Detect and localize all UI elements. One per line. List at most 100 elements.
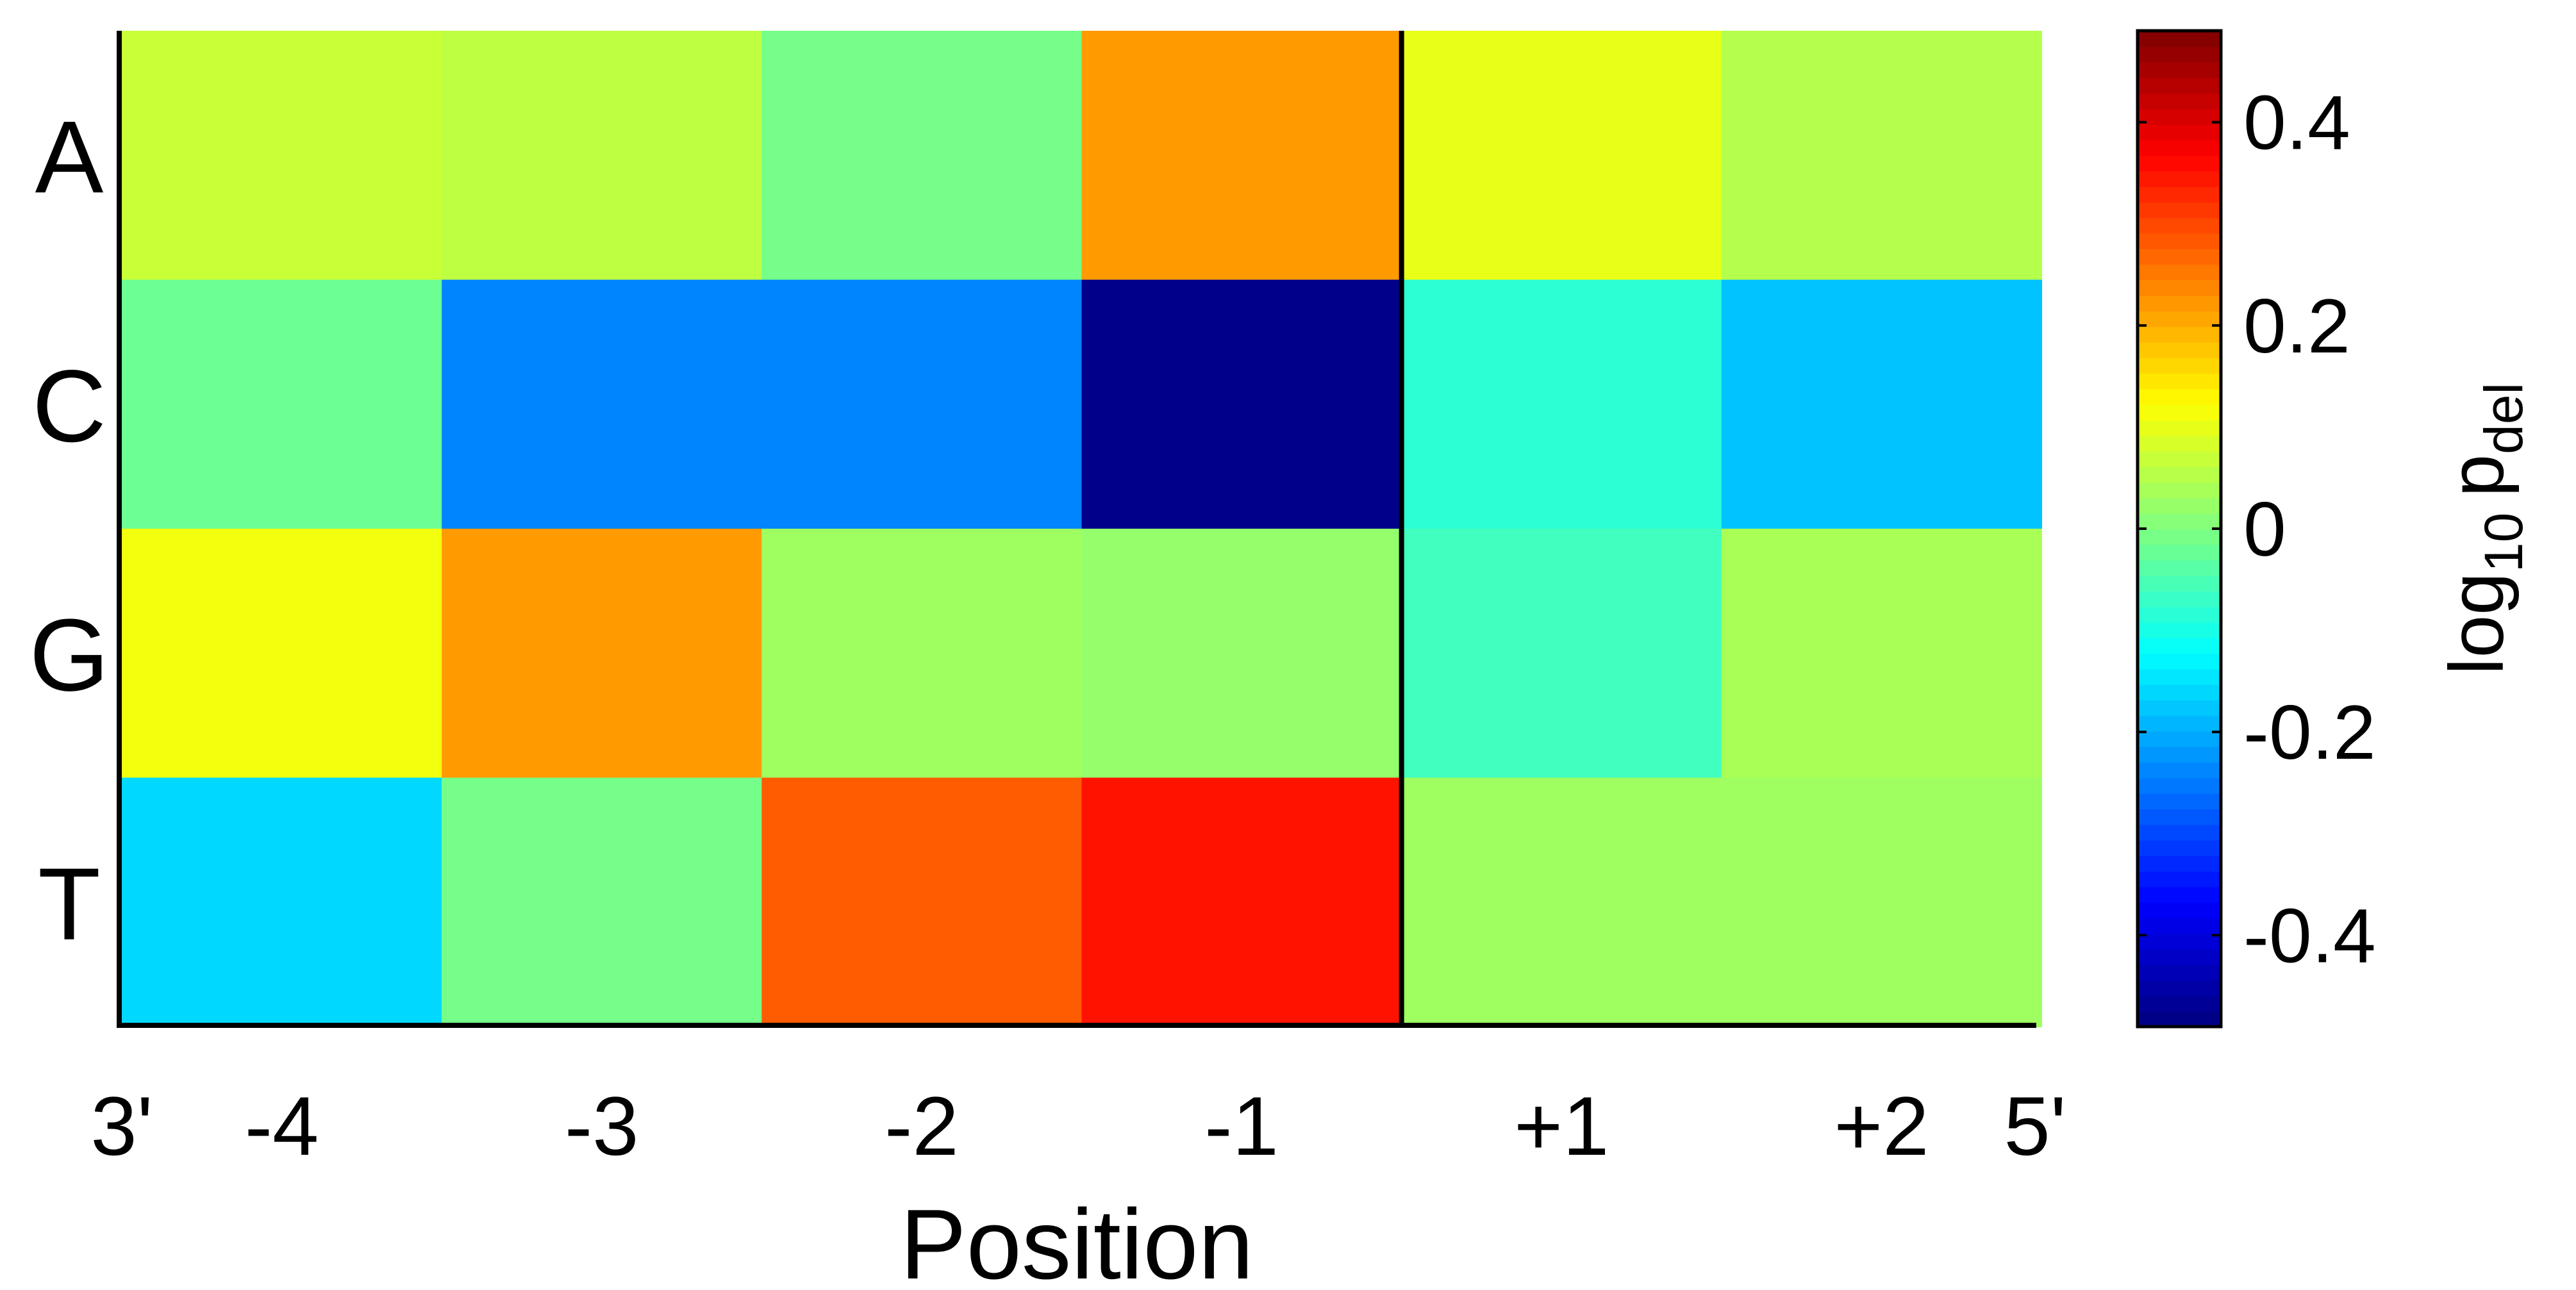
colorbar-tick-label: -0.2 bbox=[2243, 690, 2376, 775]
x-tick-label: -2 bbox=[885, 1079, 959, 1173]
colorbar-tick-label: 0.4 bbox=[2243, 80, 2350, 166]
colorbar-strip bbox=[2138, 77, 2221, 94]
x-end-label-right: 5' bbox=[2004, 1079, 2066, 1173]
heatmap-cell-G-6 bbox=[1721, 529, 2042, 779]
colorbar-strip bbox=[2138, 591, 2221, 608]
colorbar-strip bbox=[2138, 233, 2221, 249]
heatmap-cell-T-4 bbox=[1081, 777, 1402, 1027]
colorbar-strip bbox=[2138, 793, 2221, 810]
y-tick-label-C: C bbox=[32, 349, 106, 463]
heatmap-cell-T-6 bbox=[1721, 777, 2042, 1027]
x-tick-label: +2 bbox=[1834, 1079, 1929, 1173]
colorbar-strip bbox=[2138, 295, 2221, 312]
colorbar-label: log10 pdel bbox=[2434, 383, 2534, 675]
colorbar-strip bbox=[2138, 373, 2221, 390]
x-axis-title: Position bbox=[900, 1189, 1253, 1290]
colorbar-strip bbox=[2138, 264, 2221, 281]
colorbar-tick-label: 0 bbox=[2243, 486, 2286, 572]
x-tick-label: +1 bbox=[1514, 1079, 1609, 1173]
colorbar-strip bbox=[2138, 202, 2221, 219]
heatmap-cell-A-1 bbox=[122, 31, 443, 281]
colorbar-strip bbox=[2138, 326, 2221, 343]
y-tick-label-A: A bbox=[35, 99, 104, 214]
colorbar-strip bbox=[2138, 1011, 2221, 1027]
colorbar-strip bbox=[2138, 62, 2221, 78]
colorbar-strip bbox=[2138, 653, 2221, 670]
heatmap-cell-T-5 bbox=[1401, 777, 1722, 1027]
colorbar-strip bbox=[2138, 637, 2221, 654]
colorbar-strip bbox=[2138, 871, 2221, 888]
heatmap-cell-C-4 bbox=[1081, 279, 1402, 529]
x-tick-label: -1 bbox=[1204, 1079, 1279, 1173]
colorbar-strip bbox=[2138, 684, 2221, 701]
colorbar-label-base: 10 bbox=[2473, 513, 2534, 572]
colorbar-strip bbox=[2138, 404, 2221, 421]
colorbar-tick-label: 0.2 bbox=[2243, 283, 2350, 369]
colorbar-strip bbox=[2138, 124, 2221, 140]
heatmap-cell-T-2 bbox=[442, 777, 763, 1027]
colorbar-strip bbox=[2138, 824, 2221, 841]
heatmap-cell-G-2 bbox=[442, 529, 763, 779]
colorbar-strip bbox=[2138, 342, 2221, 358]
colorbar-strip bbox=[2138, 980, 2221, 996]
heatmap-cell-G-5 bbox=[1401, 529, 1722, 779]
colorbar-strip bbox=[2138, 93, 2221, 110]
colorbar-strip bbox=[2138, 606, 2221, 623]
colorbar-strip bbox=[2138, 46, 2221, 63]
colorbar-strip bbox=[2138, 700, 2221, 716]
colorbar-strip bbox=[2138, 466, 2221, 483]
colorbar-strip bbox=[2138, 388, 2221, 405]
heatmap-cell-A-3 bbox=[761, 31, 1083, 281]
heatmap-cell-C-5 bbox=[1401, 279, 1722, 529]
heatmap-cell-C-2 bbox=[442, 279, 763, 529]
colorbar-strip bbox=[2138, 139, 2221, 156]
colorbar-strip bbox=[2138, 746, 2221, 763]
heatmap-cell-G-3 bbox=[761, 529, 1083, 779]
colorbar-strip bbox=[2138, 420, 2221, 436]
colorbar-strip bbox=[2138, 918, 2221, 934]
colorbar-strip bbox=[2138, 964, 2221, 981]
colorbar-strip bbox=[2138, 357, 2221, 374]
colorbar-strip bbox=[2138, 31, 2221, 47]
colorbar-strip bbox=[2138, 248, 2221, 265]
colorbar-strip bbox=[2138, 762, 2221, 779]
heatmap-cell-G-4 bbox=[1081, 529, 1402, 779]
colorbar-strip bbox=[2138, 559, 2221, 576]
colorbar-strip bbox=[2138, 809, 2221, 825]
colorbar-strip bbox=[2138, 839, 2221, 856]
x-tick-label: -3 bbox=[565, 1079, 639, 1173]
colorbar-strip bbox=[2138, 155, 2221, 172]
colorbar-strip bbox=[2138, 777, 2221, 794]
colorbar-strip bbox=[2138, 108, 2221, 125]
colorbar-label-del: del bbox=[2473, 383, 2534, 454]
colorbar-strip bbox=[2138, 451, 2221, 467]
heatmap-cell-C-3 bbox=[761, 279, 1083, 529]
colorbar-strip bbox=[2138, 186, 2221, 203]
colorbar-ticks: -0.4 -0.2 0 0.2 0.4 bbox=[2138, 80, 2376, 979]
colorbar-strip bbox=[2138, 497, 2221, 514]
colorbar-label-p: p bbox=[2434, 454, 2520, 497]
colorbar-strip bbox=[2138, 217, 2221, 234]
colorbar-strip bbox=[2138, 435, 2221, 452]
x-tick-label: -4 bbox=[245, 1079, 319, 1173]
y-tick-labels: A C G T bbox=[29, 99, 109, 961]
colorbar-strip bbox=[2138, 311, 2221, 327]
colorbar-strip bbox=[2138, 668, 2221, 685]
colorbar-strip bbox=[2138, 995, 2221, 1012]
colorbar-strip bbox=[2138, 482, 2221, 499]
y-tick-label-T: T bbox=[38, 847, 101, 961]
heatmap-cell-T-3 bbox=[761, 777, 1083, 1027]
colorbar-gradient bbox=[2138, 31, 2221, 1027]
heatmap-cell-A-2 bbox=[442, 31, 763, 281]
colorbar-strip bbox=[2138, 513, 2221, 529]
colorbar-strip bbox=[2138, 529, 2221, 545]
heatmap-cell-C-6 bbox=[1721, 279, 2042, 529]
colorbar-strip bbox=[2138, 170, 2221, 187]
heatmap-cell-A-5 bbox=[1401, 31, 1722, 281]
colorbar-strip bbox=[2138, 902, 2221, 919]
colorbar-strip bbox=[2138, 886, 2221, 903]
x-tick-labels: -4 -3 -2 -1 +1 +2 bbox=[245, 1079, 1929, 1173]
colorbar-label-log: log bbox=[2434, 572, 2520, 675]
heatmap-cell-A-4 bbox=[1081, 31, 1402, 281]
